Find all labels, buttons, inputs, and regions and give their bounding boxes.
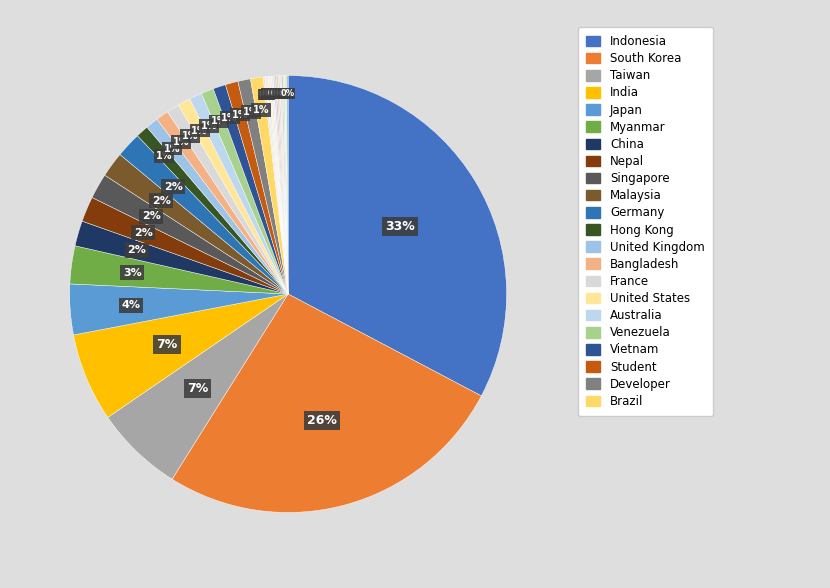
Text: 2%: 2% bbox=[128, 245, 146, 255]
Wedge shape bbox=[157, 112, 288, 294]
Wedge shape bbox=[268, 76, 288, 294]
Text: 2%: 2% bbox=[142, 211, 161, 221]
Wedge shape bbox=[190, 93, 288, 294]
Wedge shape bbox=[70, 246, 288, 294]
Wedge shape bbox=[285, 75, 288, 294]
Wedge shape bbox=[108, 294, 288, 479]
Wedge shape bbox=[105, 155, 288, 294]
Wedge shape bbox=[266, 76, 288, 294]
Text: 1%: 1% bbox=[242, 107, 259, 117]
Text: 1%: 1% bbox=[211, 116, 227, 126]
Text: 0%: 0% bbox=[262, 89, 276, 98]
Wedge shape bbox=[138, 127, 288, 294]
Text: 3%: 3% bbox=[123, 268, 142, 278]
Text: 7%: 7% bbox=[156, 338, 178, 351]
Wedge shape bbox=[276, 76, 288, 294]
Wedge shape bbox=[213, 85, 288, 294]
Text: 0%: 0% bbox=[261, 89, 275, 99]
Wedge shape bbox=[251, 77, 288, 294]
Text: 1%: 1% bbox=[164, 143, 181, 153]
Wedge shape bbox=[270, 76, 288, 294]
Text: 4%: 4% bbox=[122, 300, 141, 310]
Wedge shape bbox=[120, 136, 288, 294]
Text: 1%: 1% bbox=[253, 105, 270, 115]
Text: 33%: 33% bbox=[385, 220, 415, 233]
Wedge shape bbox=[226, 81, 288, 294]
Wedge shape bbox=[178, 99, 288, 294]
Wedge shape bbox=[168, 105, 288, 294]
Wedge shape bbox=[265, 76, 288, 294]
Legend: Indonesia, South Korea, Taiwan, India, Japan, Myanmar, China, Nepal, Singapore, : Indonesia, South Korea, Taiwan, India, J… bbox=[578, 27, 713, 416]
Text: 0%: 0% bbox=[277, 89, 291, 98]
Text: 26%: 26% bbox=[307, 414, 337, 427]
Wedge shape bbox=[74, 294, 288, 417]
Text: 1%: 1% bbox=[173, 137, 189, 147]
Text: 1%: 1% bbox=[222, 113, 238, 123]
Wedge shape bbox=[280, 76, 288, 294]
Wedge shape bbox=[92, 175, 288, 294]
Text: 1%: 1% bbox=[232, 109, 248, 119]
Text: 0%: 0% bbox=[276, 89, 290, 98]
Text: 0%: 0% bbox=[268, 89, 282, 98]
Text: 0%: 0% bbox=[259, 90, 273, 99]
Text: 2%: 2% bbox=[152, 196, 171, 206]
Wedge shape bbox=[70, 284, 288, 335]
Text: 2%: 2% bbox=[134, 228, 153, 238]
Text: 0%: 0% bbox=[274, 89, 288, 98]
Wedge shape bbox=[275, 76, 288, 294]
Text: 0%: 0% bbox=[265, 89, 279, 98]
Text: 0%: 0% bbox=[263, 89, 277, 98]
Text: 0%: 0% bbox=[266, 89, 281, 98]
Wedge shape bbox=[271, 76, 288, 294]
Wedge shape bbox=[82, 198, 288, 294]
Text: 1%: 1% bbox=[201, 121, 217, 131]
Wedge shape bbox=[278, 76, 288, 294]
Text: 0%: 0% bbox=[271, 89, 286, 98]
Wedge shape bbox=[281, 76, 288, 294]
Wedge shape bbox=[172, 294, 481, 513]
Wedge shape bbox=[263, 77, 288, 294]
Wedge shape bbox=[147, 119, 288, 294]
Text: 1%: 1% bbox=[192, 126, 208, 136]
Wedge shape bbox=[288, 75, 506, 396]
Wedge shape bbox=[202, 89, 288, 294]
Text: 7%: 7% bbox=[187, 382, 208, 395]
Text: 0%: 0% bbox=[279, 89, 293, 98]
Text: 2%: 2% bbox=[164, 182, 183, 192]
Text: 1%: 1% bbox=[182, 131, 198, 141]
Wedge shape bbox=[286, 75, 288, 294]
Wedge shape bbox=[238, 79, 288, 294]
Text: 1%: 1% bbox=[156, 151, 173, 161]
Wedge shape bbox=[75, 221, 288, 294]
Text: 0%: 0% bbox=[270, 89, 284, 98]
Wedge shape bbox=[273, 76, 288, 294]
Wedge shape bbox=[283, 75, 288, 294]
Text: 0%: 0% bbox=[281, 89, 295, 98]
Text: 0%: 0% bbox=[272, 89, 286, 98]
